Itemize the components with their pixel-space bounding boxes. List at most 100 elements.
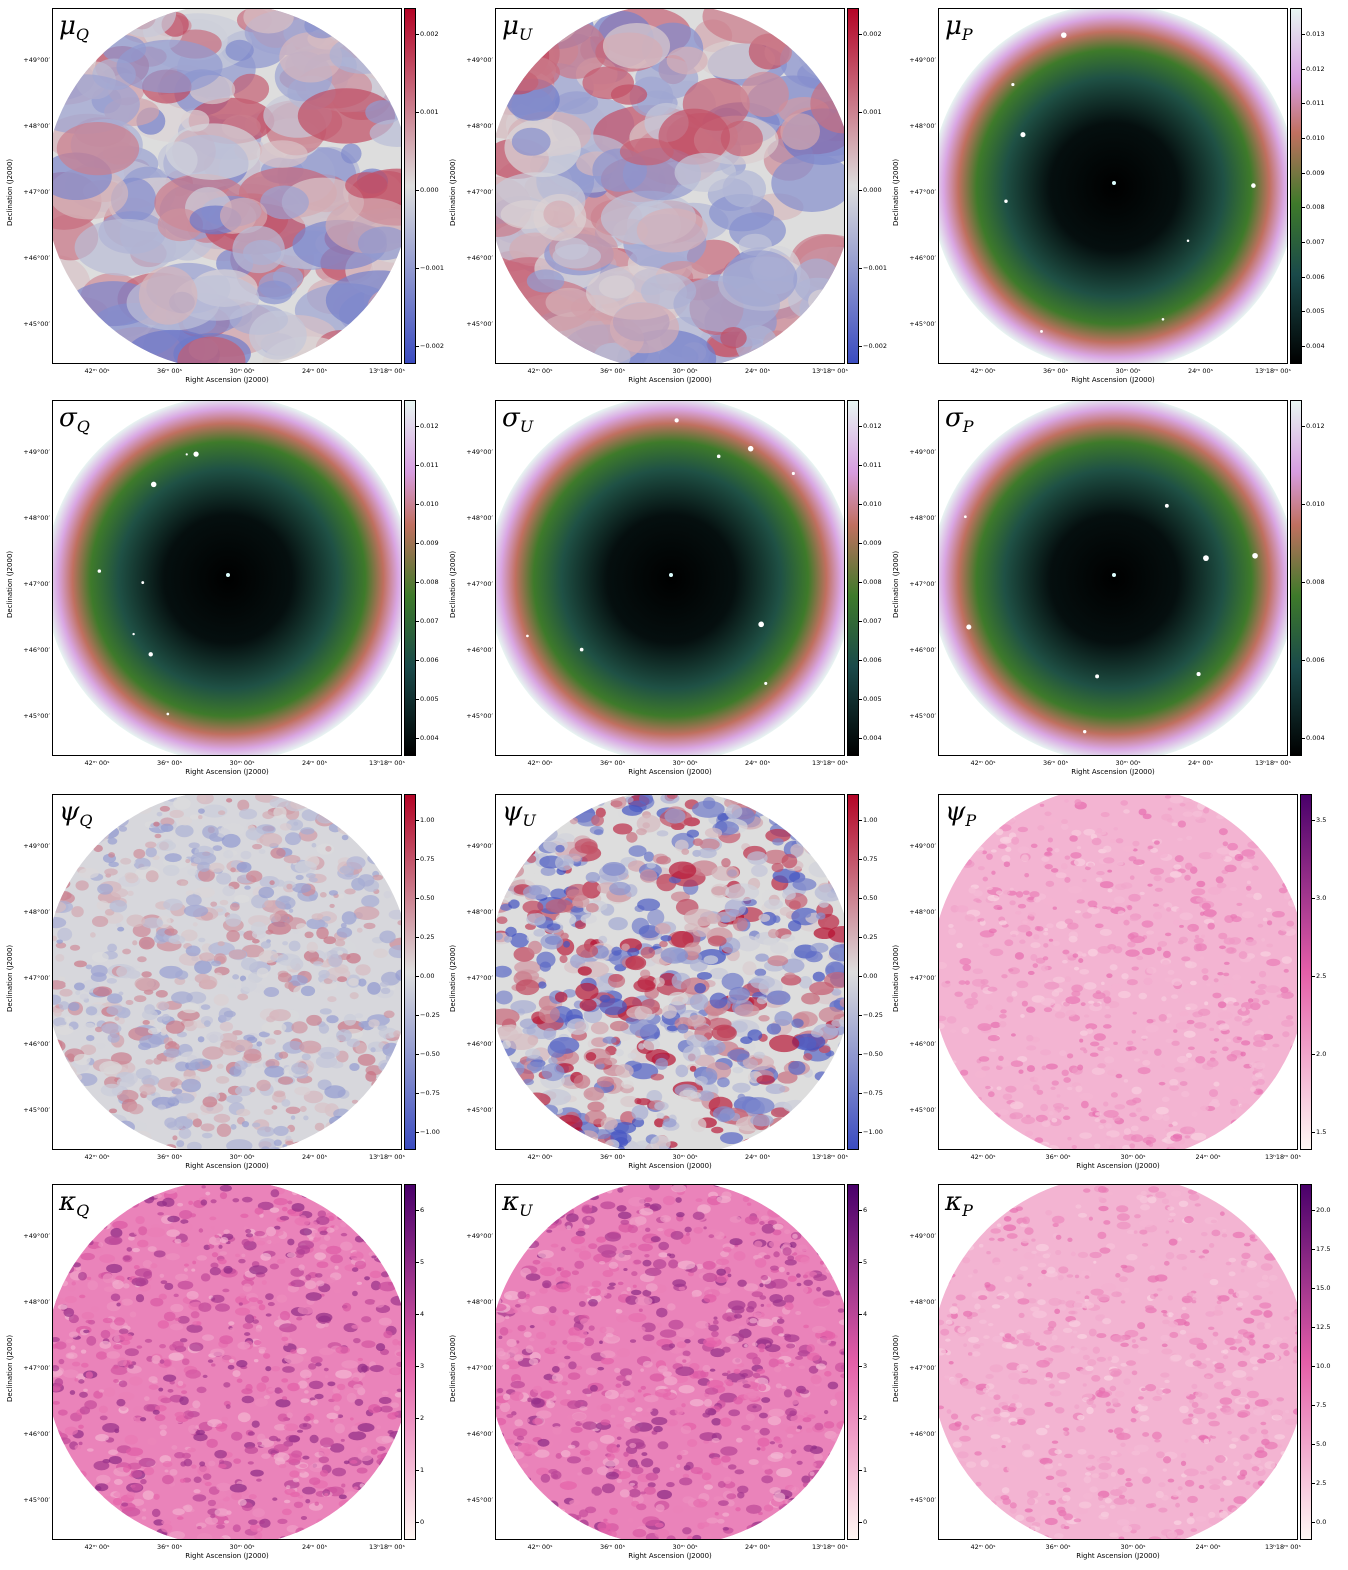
sky-map bbox=[53, 401, 401, 755]
colorbar-tick-label: 1.5 bbox=[1316, 1128, 1327, 1136]
colorbar-tick-mark bbox=[416, 898, 419, 899]
colorbar-tick-label: 0.004 bbox=[1306, 342, 1325, 350]
y-tick-label: +45°00′ bbox=[23, 1106, 50, 1114]
colorbar-tick-mark bbox=[416, 1418, 419, 1419]
colorbar-tick-label: 0.002 bbox=[863, 30, 882, 38]
panel-subscript: Q bbox=[79, 811, 93, 831]
colorbar-tick-label: 0.75 bbox=[863, 855, 878, 863]
y-tick-label: +48°00′ bbox=[909, 122, 936, 130]
colorbar-tick-label: 0.00 bbox=[420, 972, 435, 980]
y-axis-label: Declination (J2000) bbox=[449, 1334, 457, 1402]
colorbar-tick-mark bbox=[416, 112, 419, 113]
y-tick-label: +48°00′ bbox=[466, 122, 493, 130]
y-tick-label: +46°00′ bbox=[23, 646, 50, 654]
colorbar-tick-mark bbox=[416, 426, 419, 427]
x-axis-label: Right Ascension (J2000) bbox=[1071, 376, 1155, 384]
y-tick-label: +49°00′ bbox=[23, 56, 50, 64]
colorbar-tick-mark bbox=[1302, 242, 1305, 243]
panel-sigma_u: Declination (J2000) σU +49°00′ +48°00′ +47°0… bbox=[449, 400, 903, 785]
colorbar-tick-label: 0.008 bbox=[420, 578, 439, 586]
y-axis-label: Declination (J2000) bbox=[892, 944, 900, 1012]
colorbar-tick-label: 5 bbox=[863, 1258, 868, 1266]
y-tick-label: +47°00′ bbox=[23, 1364, 50, 1372]
colorbar-tick-mark bbox=[1312, 1405, 1315, 1406]
x-tick-label: 30ᵐ 00ˢ bbox=[1120, 1153, 1146, 1161]
y-axis-label: Declination (J2000) bbox=[6, 944, 14, 1012]
colorbar-tick-label: −0.002 bbox=[420, 342, 445, 350]
colorbar-tick-label: 0.001 bbox=[420, 108, 439, 116]
panel-label: ψP bbox=[945, 797, 976, 836]
y-tick-label: +45°00′ bbox=[909, 320, 936, 328]
colorbar-tick-label: 3.0 bbox=[1316, 894, 1327, 902]
y-tick-label: +47°00′ bbox=[909, 1364, 936, 1372]
panel-subscript: P bbox=[965, 811, 977, 831]
colorbar-tick-label: 0.0 bbox=[1316, 1518, 1327, 1526]
colorbar-tick-mark bbox=[859, 190, 862, 191]
y-tick-label: +46°00′ bbox=[23, 254, 50, 262]
x-tick-label: 30ᵐ 00ˢ bbox=[229, 1153, 255, 1161]
colorbar bbox=[404, 400, 416, 756]
x-tick-label: 42ᵐ 00ˢ bbox=[527, 367, 553, 375]
colorbar-tick-mark bbox=[859, 465, 862, 466]
y-tick-label: +49°00′ bbox=[909, 842, 936, 850]
y-tick-label: +49°00′ bbox=[23, 842, 50, 850]
colorbar-tick-label: 0.012 bbox=[420, 422, 439, 430]
colorbar-tick-label: 0.012 bbox=[1306, 422, 1325, 430]
y-tick-label: +46°00′ bbox=[466, 1430, 493, 1438]
y-tick-label: +46°00′ bbox=[466, 646, 493, 654]
colorbar-tick-label: 0.007 bbox=[420, 617, 439, 625]
panel-subscript: P bbox=[961, 25, 973, 45]
panel-subscript: U bbox=[522, 811, 536, 831]
sky-map bbox=[53, 9, 401, 363]
colorbar-tick-label: −0.25 bbox=[863, 1011, 883, 1019]
colorbar-tick-mark bbox=[1312, 1210, 1315, 1211]
panel-psi_p: Declination (J2000) ψP +49°00′ +48°00′ +47°0… bbox=[892, 794, 1346, 1179]
colorbar-tick-mark bbox=[416, 820, 419, 821]
x-tick-label: 13ʰ18ᵐ 00ˢ bbox=[1265, 1153, 1301, 1161]
colorbar-tick-mark bbox=[859, 937, 862, 938]
colorbar bbox=[847, 1184, 859, 1540]
x-tick-label: 24ᵐ 00ˢ bbox=[1187, 759, 1214, 767]
x-axis-label: Right Ascension (J2000) bbox=[628, 1552, 712, 1560]
colorbar-tick-label: 2 bbox=[863, 1414, 868, 1422]
panel-symbol: σ bbox=[502, 403, 520, 433]
x-axis-label: Right Ascension (J2000) bbox=[628, 376, 712, 384]
x-tick-label: 13ʰ18ᵐ 00ˢ bbox=[812, 759, 848, 767]
panel-symbol: μ bbox=[59, 11, 76, 41]
y-tick-label: +46°00′ bbox=[23, 1040, 50, 1048]
x-tick-label: 24ᵐ 00ˢ bbox=[744, 367, 771, 375]
colorbar-tick-mark bbox=[1302, 276, 1305, 278]
colorbar-tick-label: 6 bbox=[420, 1206, 425, 1214]
x-tick-label: 24ᵐ 00ˢ bbox=[1195, 1543, 1221, 1551]
map-frame: ψQ bbox=[52, 794, 402, 1150]
map-frame: κU bbox=[495, 1184, 845, 1540]
map-frame: μQ bbox=[52, 8, 402, 364]
y-tick-label: +45°00′ bbox=[466, 320, 493, 328]
x-tick-label: 36ᵐ 00ˢ bbox=[156, 759, 183, 767]
map-frame: ψP bbox=[938, 794, 1298, 1150]
colorbar-tick-mark bbox=[859, 1470, 862, 1471]
colorbar-tick-label: 0.011 bbox=[420, 461, 439, 469]
colorbar-tick-label: 0.006 bbox=[1306, 656, 1325, 664]
colorbar-tick-mark bbox=[416, 1093, 419, 1094]
colorbar-tick-label: 0.010 bbox=[1306, 500, 1325, 508]
colorbar-tick-mark bbox=[416, 1210, 419, 1211]
y-tick-label: +49°00′ bbox=[466, 448, 493, 456]
panel-label: σP bbox=[945, 403, 974, 442]
colorbar-tick-label: 0.004 bbox=[1306, 734, 1325, 742]
colorbar-tick-label: 0.005 bbox=[863, 695, 882, 703]
colorbar-tick-mark bbox=[859, 1418, 862, 1419]
colorbar-tick-label: 5 bbox=[420, 1258, 425, 1266]
x-tick-label: 30ᵐ 00ˢ bbox=[229, 367, 255, 375]
y-tick-label: +47°00′ bbox=[23, 580, 50, 588]
colorbar-tick-label: 0.013 bbox=[1306, 30, 1325, 38]
colorbar-tick-mark bbox=[859, 738, 862, 739]
sky-map bbox=[53, 795, 401, 1149]
colorbar-tick-label: 0.011 bbox=[1306, 99, 1325, 108]
panel-mu_p: Declination (J2000) μP +49°00′ +48°00′ +47°0… bbox=[892, 8, 1346, 393]
colorbar-tick-mark bbox=[416, 1132, 419, 1133]
y-axis-label: Declination (J2000) bbox=[6, 1334, 14, 1402]
colorbar-tick-mark bbox=[859, 1262, 862, 1263]
x-tick-label: 30ᵐ 00ˢ bbox=[672, 759, 698, 767]
panel-sigma_p: Declination (J2000) σP +49°00′ +48°00′ +47°0… bbox=[892, 400, 1346, 785]
